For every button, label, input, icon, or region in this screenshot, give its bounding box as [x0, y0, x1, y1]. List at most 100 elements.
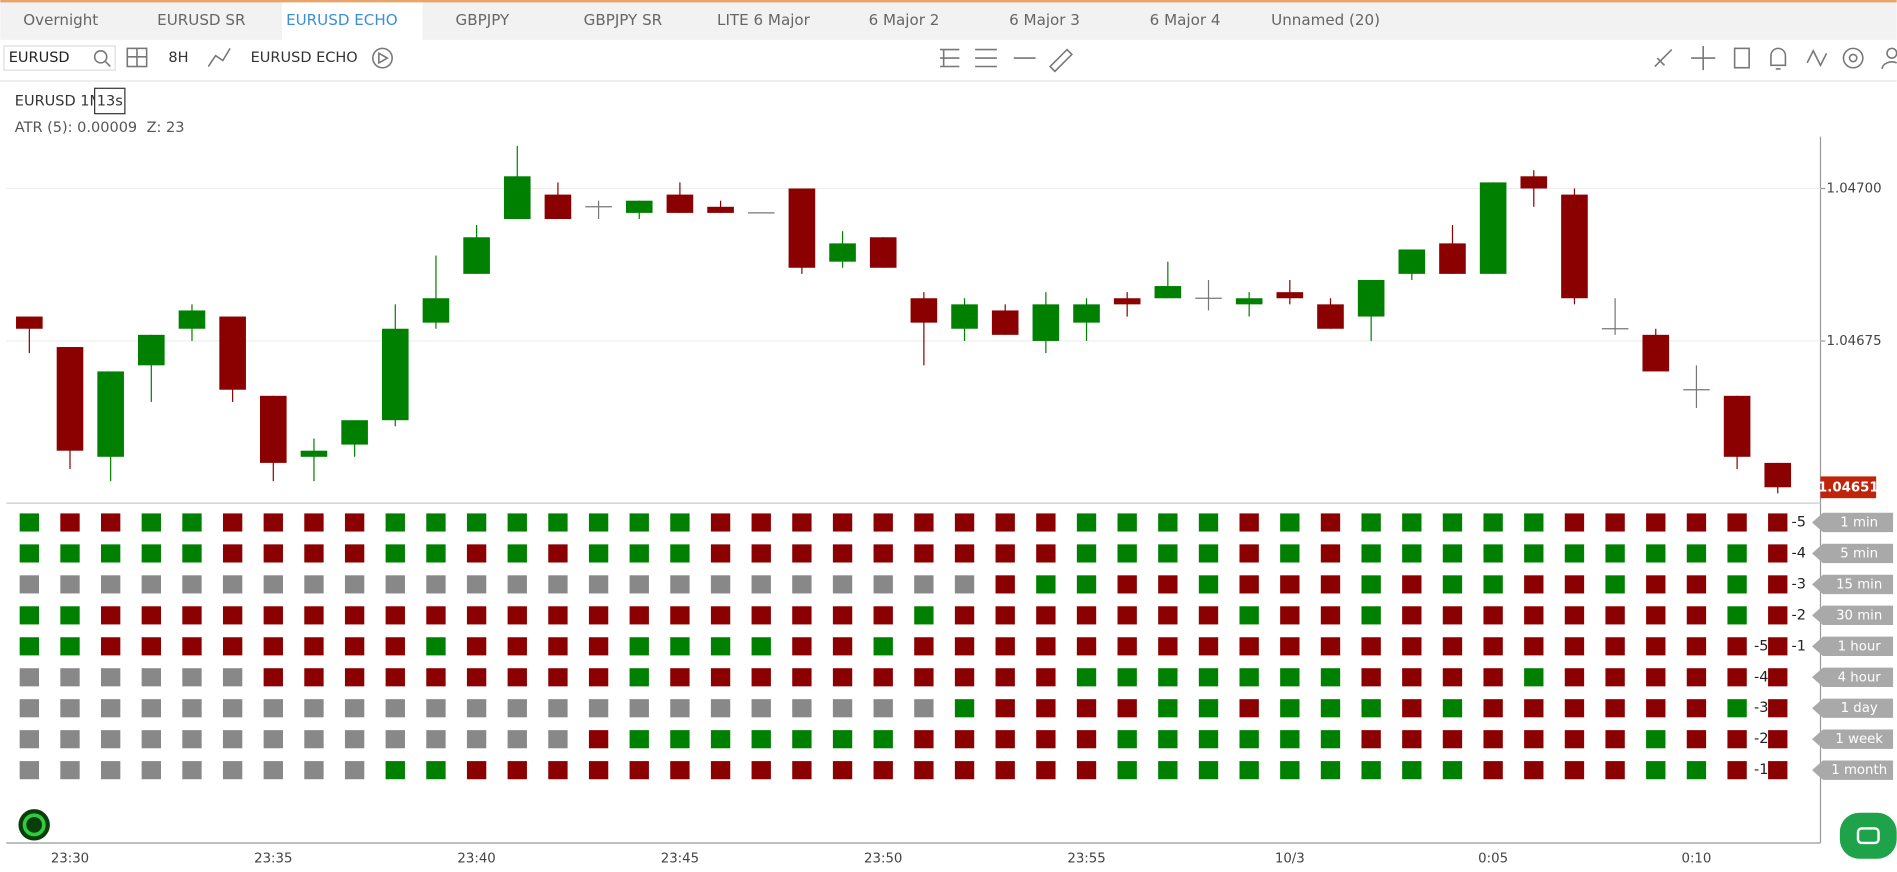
- candle-body: [219, 316, 246, 390]
- signal-cell: [710, 699, 731, 718]
- signal-cell: [1442, 699, 1463, 718]
- tab[interactable]: EURUSD ECHO: [286, 11, 398, 29]
- chat-button[interactable]: [1839, 812, 1897, 859]
- signal-marker: -4: [1791, 545, 1805, 561]
- signal-cell: [1280, 637, 1300, 656]
- signal-cell: [1158, 544, 1178, 563]
- signal-cell: [222, 699, 243, 718]
- signal-cell: [670, 575, 690, 594]
- signal-cell: [1768, 668, 1788, 687]
- signal-cell: [182, 513, 202, 532]
- signal-cell: [141, 575, 161, 594]
- signal-cell: [100, 544, 121, 563]
- candle-body: [422, 298, 450, 323]
- notes-icon[interactable]: [1733, 47, 1750, 69]
- signal-cell: [141, 699, 161, 718]
- signal-cell: [344, 699, 365, 718]
- signal-cell: [1036, 513, 1056, 532]
- signal-cell: [1727, 513, 1747, 532]
- signal-cell: [995, 606, 1015, 625]
- draw-icon[interactable]: [940, 48, 960, 68]
- signal-cell: [914, 606, 934, 625]
- fib-icon[interactable]: [975, 48, 997, 68]
- candle-body: [1764, 462, 1792, 488]
- signal-cell: [1320, 544, 1341, 563]
- candle-body: [991, 310, 1019, 335]
- signal-cell: [1564, 761, 1585, 780]
- signal-cell: [914, 699, 934, 718]
- sync-icon[interactable]: [1806, 49, 1828, 68]
- search-icon[interactable]: [93, 50, 108, 64]
- symbol-input[interactable]: [3, 45, 116, 71]
- tab[interactable]: 6 Major 3: [1009, 11, 1080, 29]
- signal-cell: [1361, 699, 1381, 718]
- timeframe-tag: [1812, 698, 1894, 718]
- y-tick-label: 1.04700: [1827, 181, 1882, 196]
- tab[interactable]: GBPJPY: [456, 11, 510, 29]
- tab[interactable]: Unnamed (20): [1271, 11, 1380, 29]
- candle-body: [1520, 176, 1548, 189]
- replay-icon[interactable]: [372, 47, 393, 69]
- signal-cell: [832, 637, 853, 656]
- tab[interactable]: 6 Major 2: [869, 11, 940, 29]
- signal-cell: [304, 761, 324, 780]
- signal-cell: [1076, 699, 1097, 718]
- signal-cell: [1320, 668, 1341, 687]
- tab[interactable]: EURUSD SR: [157, 11, 246, 29]
- signal-cell: [1198, 575, 1219, 594]
- signal-cell: [1442, 606, 1463, 625]
- chart-title: EURUSD 1M: [15, 94, 102, 110]
- indicator-icon[interactable]: [207, 47, 231, 67]
- signal-cell: [466, 513, 487, 532]
- signal-cell: [792, 637, 812, 656]
- signal-cell: [629, 544, 649, 563]
- signal-cell: [344, 637, 365, 656]
- signal-cell: [385, 730, 405, 749]
- signal-cell: [1117, 699, 1137, 718]
- signal-cell: [792, 606, 812, 625]
- tab[interactable]: LITE 6 Major: [717, 11, 811, 29]
- signal-cell: [1239, 513, 1259, 532]
- signal-cell: [954, 513, 975, 532]
- signal-cell: [1320, 606, 1341, 625]
- template[interactable]: EURUSD ECHO: [251, 50, 358, 66]
- brush-icon[interactable]: [1654, 49, 1673, 68]
- tab[interactable]: Overnight: [23, 11, 98, 29]
- signal-cell: [873, 513, 893, 532]
- signal-cell: [548, 699, 568, 718]
- signal-cell: [548, 544, 568, 563]
- active-tab-bg: [282, 2, 423, 40]
- signal-cell: [60, 668, 80, 687]
- signal-cell: [1402, 544, 1422, 563]
- signal-cell: [1117, 575, 1137, 594]
- candle-body: [1317, 304, 1344, 329]
- interval[interactable]: 8H: [168, 50, 188, 66]
- signal-cell: [1483, 730, 1503, 749]
- crosshair-icon[interactable]: [1691, 45, 1716, 71]
- signal-cell: [670, 513, 690, 532]
- candle-body: [16, 316, 43, 329]
- signal-cell: [507, 544, 527, 563]
- signal-cell: [1646, 575, 1666, 594]
- ruler-icon[interactable]: [1048, 48, 1073, 73]
- signal-cell: [466, 730, 487, 749]
- signal-cell: [1564, 699, 1585, 718]
- signal-cell: [182, 761, 202, 780]
- signal-cell: [304, 699, 324, 718]
- signal-cell: [1036, 637, 1056, 656]
- top-accent: [0, 0, 1897, 3]
- signal-cell: [1727, 575, 1747, 594]
- candle-body: [910, 298, 938, 323]
- signal-cell: [670, 606, 690, 625]
- signal-cell: [588, 513, 609, 532]
- signal-cell: [832, 761, 853, 780]
- signal-cell: [629, 730, 649, 749]
- tab[interactable]: GBPJPY SR: [584, 11, 663, 29]
- settings-icon[interactable]: [1842, 47, 1864, 69]
- signal-cell: [1483, 544, 1503, 563]
- symbol[interactable]: EURUSD: [9, 50, 70, 66]
- signal-cell: [1768, 575, 1788, 594]
- signal-cell: [385, 699, 405, 718]
- alert-icon[interactable]: [1770, 47, 1787, 70]
- tab[interactable]: 6 Major 4: [1150, 11, 1221, 29]
